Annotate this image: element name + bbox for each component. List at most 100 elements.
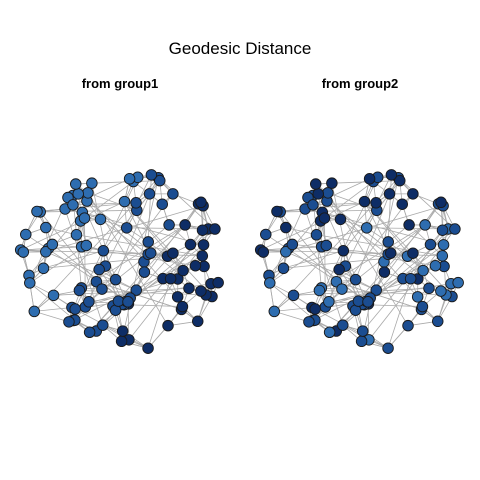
network-edge [398,177,456,230]
network-node [80,239,93,252]
network-node [189,259,202,272]
network-node [356,325,369,337]
network-node [142,342,154,354]
network-node [404,272,417,285]
network-edge [158,177,216,230]
network-edge [100,219,149,255]
network-node [163,219,175,231]
network-node [309,303,321,315]
network-node [402,319,414,332]
network-node [142,236,154,248]
network-node [370,197,382,209]
network-node [257,246,270,258]
node-layer [254,169,464,354]
network-node [63,316,75,328]
network-node [419,219,431,231]
network-node [268,305,281,318]
network-edge [292,244,369,305]
network-edge [260,201,365,251]
network-node [143,188,156,200]
network-node [67,199,79,211]
network-node [183,282,195,295]
network-node [424,238,437,251]
network-node [337,245,350,257]
network-node [370,284,382,296]
network-node [73,284,86,297]
network-edge [274,311,310,323]
network-node [20,228,32,241]
network-node [69,303,81,315]
network-node [46,238,59,251]
network-node [179,219,191,231]
network-edge [311,307,389,349]
network-edge [285,251,377,291]
network-node [280,221,292,234]
network-node [452,276,464,289]
network-node [417,264,429,277]
network-node [307,199,319,211]
network-node [403,219,415,231]
network-edge [29,245,87,284]
network-node [312,188,324,200]
network-node [69,178,82,190]
network-node [429,259,442,272]
network-node [162,319,174,332]
network-node [196,250,209,262]
network-node [97,245,110,257]
network-node [396,198,408,210]
network-edge [327,192,377,211]
network-node [144,247,157,259]
network-node [195,285,207,297]
network-node [154,174,166,187]
network-node [31,205,43,218]
network-node [382,342,394,354]
network-edge [283,250,344,269]
network-node [83,326,96,339]
network-node [323,326,336,339]
network-node [362,296,374,308]
network-node [437,239,450,251]
network-node [86,177,98,189]
network-node [109,273,122,286]
network-node [17,246,30,258]
network-node [83,296,95,308]
network-edge [124,201,213,297]
network-node [130,284,142,296]
network-node [394,174,406,187]
network-node [318,212,331,224]
network-node [449,223,461,235]
network-edge [355,193,390,280]
network-edge [329,224,426,333]
network-edge [43,250,104,269]
network-node [209,223,221,235]
network-node [130,197,142,209]
network-node [322,187,334,199]
network-edge [34,307,72,312]
network-node [28,305,41,318]
network-edge [20,201,125,251]
network-node [337,319,349,331]
network-node [118,195,131,208]
network-node [411,291,424,303]
network-node [96,283,108,295]
network-node [436,224,449,236]
network-node [167,247,179,259]
network-node [407,188,419,200]
network-node [177,264,189,277]
panel-title-group2: from group2 [322,76,399,91]
network-node [310,229,323,241]
network-node [123,173,136,185]
network-node [184,238,197,251]
network-node [72,188,84,200]
network-node [78,212,91,224]
network-node [47,289,60,302]
network-node [82,187,94,199]
network-node [40,246,52,258]
network-node [334,213,347,226]
network-node [264,277,276,289]
network-node [164,272,177,285]
network-node [360,222,373,234]
network-node [176,300,189,313]
network-node [197,239,210,251]
